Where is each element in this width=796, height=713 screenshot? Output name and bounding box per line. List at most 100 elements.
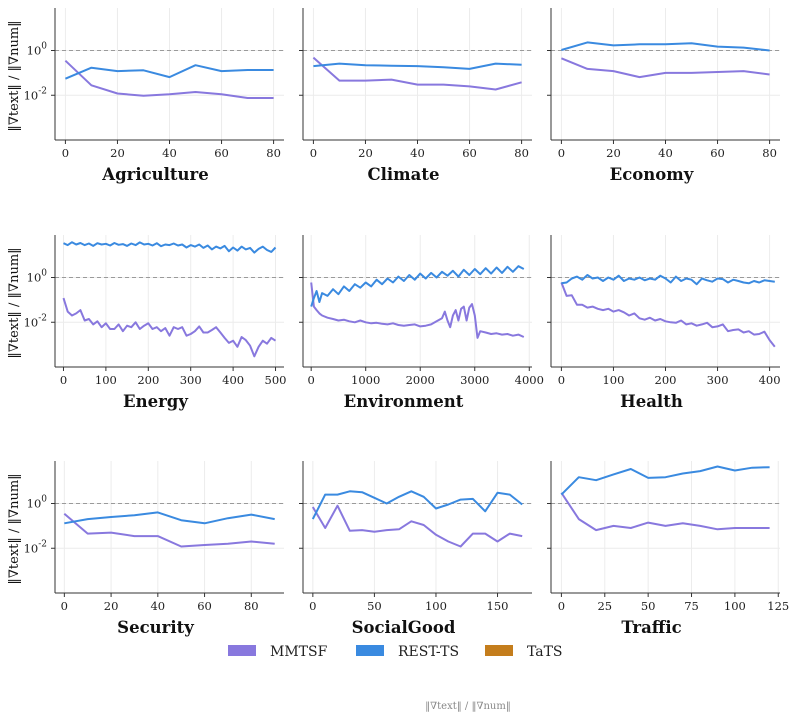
x-tick-label: 0 <box>310 146 317 160</box>
x-tick-label: 50 <box>641 599 656 613</box>
panel-title: Energy <box>123 392 188 411</box>
y-tick-label: 10-2 <box>24 539 47 555</box>
series-line-rest-ts <box>561 274 775 286</box>
legend-item-tats: TaTS <box>485 644 563 660</box>
x-tick-label: 500 <box>265 373 287 387</box>
x-tick-label: 80 <box>244 599 259 613</box>
x-tick-label: 100 <box>602 373 624 387</box>
series-line-mmtsf <box>310 282 525 339</box>
panel-title: Traffic <box>621 618 681 637</box>
series-line-rest-ts <box>313 62 522 70</box>
y-tick-label: 10-2 <box>24 313 47 329</box>
legend: MMTSF REST-TS TaTS <box>228 644 563 660</box>
series-line-mmtsf <box>312 56 522 91</box>
x-tick-label: 60 <box>197 599 212 613</box>
x-tick-label: 60 <box>710 146 725 160</box>
footer-faint-label: ‖∇text‖ / ‖∇num‖ <box>425 701 511 712</box>
x-tick-label: 1000 <box>351 373 380 387</box>
panel-traffic: 0 25 50 75 100 125 Traffic <box>547 461 789 637</box>
x-tick-label: 2000 <box>406 373 435 387</box>
x-tick-label: 80 <box>266 146 281 160</box>
y-tick-label: 100 <box>27 42 48 58</box>
panel-agriculture: 0 20 40 60 80 100 10-2 Agriculture <box>24 8 284 184</box>
series-line-rest-ts <box>65 64 274 80</box>
panel-climate: 0 20 40 60 80 Climate <box>299 8 532 184</box>
panel-security: 0 20 40 60 80 100 10-2 Security <box>24 461 284 637</box>
series-line-mmtsf <box>560 492 770 532</box>
x-tick-label: 4000 <box>515 373 544 387</box>
series-line-rest-ts <box>561 41 770 52</box>
x-tick-label: 0 <box>308 373 315 387</box>
x-tick-label: 300 <box>180 373 202 387</box>
legend-label: REST-TS <box>398 644 459 660</box>
panel-socialgood: 0 50 100 150 SocialGood <box>299 461 532 637</box>
x-tick-label: 150 <box>487 599 509 613</box>
x-tick-label: 100 <box>95 373 117 387</box>
x-tick-label: 100 <box>425 599 447 613</box>
x-tick-label: 0 <box>61 599 68 613</box>
x-tick-label: 60 <box>214 146 229 160</box>
x-tick-label: 25 <box>597 599 612 613</box>
x-tick-label: 0 <box>558 146 565 160</box>
x-tick-label: 40 <box>150 599 165 613</box>
series-line-mmtsf <box>561 57 770 79</box>
x-tick-label: 0 <box>309 599 316 613</box>
x-tick-label: 75 <box>684 599 699 613</box>
x-tick-label: 40 <box>162 146 177 160</box>
x-tick-label: 125 <box>767 599 789 613</box>
x-tick-label: 400 <box>222 373 244 387</box>
x-tick-label: 0 <box>558 599 565 613</box>
y-axis-labels: ‖∇text‖ / ‖∇num‖ ‖∇text‖ / ‖∇num‖ ‖∇text‖ … <box>7 20 22 584</box>
series-line-rest-ts <box>311 490 523 520</box>
x-tick-label: 3000 <box>460 373 489 387</box>
legend-item-rest-ts: REST-TS <box>356 644 459 660</box>
series-line-mmtsf <box>560 282 776 348</box>
x-tick-label: 200 <box>137 373 159 387</box>
legend-label: MMTSF <box>270 644 328 660</box>
x-tick-label: 200 <box>655 373 677 387</box>
x-tick-label: 20 <box>606 146 621 160</box>
legend-swatch <box>228 645 256 656</box>
legend-label: TaTS <box>527 644 563 660</box>
x-tick-label: 40 <box>410 146 425 160</box>
y-axis-label: ‖∇text‖ / ‖∇num‖ <box>7 20 22 131</box>
x-tick-label: 60 <box>462 146 477 160</box>
panel-title: SocialGood <box>352 618 456 637</box>
x-tick-label: 50 <box>367 599 382 613</box>
x-tick-label: 0 <box>60 373 67 387</box>
series-line-mmtsf <box>311 504 523 548</box>
series-line-mmtsf <box>64 59 274 99</box>
series-line-rest-ts <box>63 241 277 254</box>
y-axis-label: ‖∇text‖ / ‖∇num‖ <box>7 247 22 358</box>
x-tick-label: 20 <box>110 146 125 160</box>
y-tick-label: 100 <box>27 495 48 511</box>
panel-title: Health <box>620 392 683 411</box>
x-tick-label: 100 <box>724 599 746 613</box>
x-tick-label: 20 <box>358 146 373 160</box>
series-line-rest-ts <box>310 265 525 307</box>
series-line-rest-ts <box>64 511 275 525</box>
x-tick-label: 80 <box>514 146 529 160</box>
legend-item-mmtsf: MMTSF <box>228 644 328 660</box>
panel-title: Climate <box>368 165 440 184</box>
series-line-mmtsf <box>62 297 277 358</box>
panel-environment: 0 1000 2000 3000 4000 Environment <box>299 235 544 411</box>
legend-swatch <box>485 645 513 656</box>
x-tick-label: 80 <box>762 146 777 160</box>
panel-energy: 0 100 200 300 400 500 100 10-2 Energy <box>24 235 287 411</box>
panels-layer: 0 20 40 60 80 100 10-2 Agriculture 0 20 40 60 80 Clim… <box>24 8 789 637</box>
x-tick-label: 0 <box>558 373 565 387</box>
panel-economy: 0 20 40 60 80 Economy <box>547 8 780 184</box>
panel-health: 0 100 200 300 400 Health <box>547 235 781 411</box>
panel-title: Agriculture <box>101 165 208 184</box>
series-line-mmtsf <box>63 512 275 548</box>
x-tick-label: 40 <box>658 146 673 160</box>
y-tick-label: 10-2 <box>24 86 47 102</box>
x-tick-label: 400 <box>759 373 781 387</box>
legend-swatch <box>356 645 384 656</box>
series-line-rest-ts <box>560 465 770 496</box>
y-axis-label: ‖∇text‖ / ‖∇num‖ <box>7 473 22 584</box>
y-tick-label: 100 <box>27 269 48 285</box>
panel-title: Environment <box>344 392 464 411</box>
